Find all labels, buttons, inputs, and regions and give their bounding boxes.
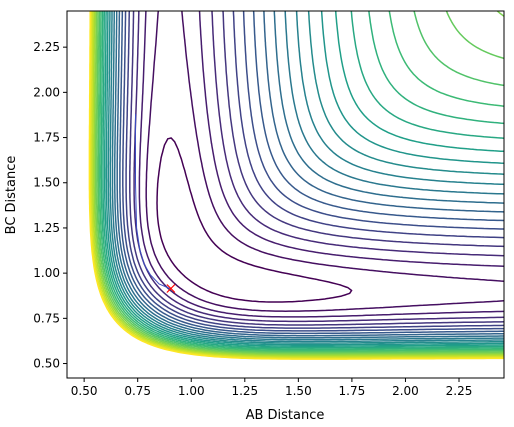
y-tick-label: 1.00 (33, 266, 60, 280)
x-tick-label: 1.75 (339, 384, 366, 398)
contour-level-line (145, 11, 504, 312)
contour-level-line (102, 11, 504, 349)
contour-level-line (90, 11, 504, 358)
y-tick-label: 2.00 (33, 85, 60, 99)
y-tick-label: 1.75 (33, 131, 60, 145)
contour-level-line (129, 11, 504, 326)
contour-level-line (156, 137, 353, 303)
x-axis-ticks: 0.50 0.75 1.00 1.25 1.50 1.75 2.00 2.25 (71, 378, 473, 398)
y-tick-label: 1.25 (33, 221, 60, 235)
contour-level-line (113, 11, 504, 339)
x-tick-label: 1.25 (231, 384, 258, 398)
contour-level-line (96, 11, 504, 354)
trajectory-line (135, 114, 170, 289)
x-tick-label: 0.50 (71, 384, 98, 398)
contour-level-line (92, 11, 504, 357)
x-tick-label: 1.00 (178, 384, 205, 398)
marker-stroke (166, 284, 176, 293)
contour-level-line (99, 11, 504, 352)
y-tick-label: 0.75 (33, 311, 60, 325)
contour-level-line (105, 11, 504, 346)
contour-level-line (97, 11, 504, 353)
x-axis-label: AB Distance (246, 408, 325, 423)
x-tick-label: 0.75 (124, 384, 151, 398)
contour-level-line (103, 11, 504, 347)
contour-level-line (116, 11, 504, 337)
contour-level-line (94, 11, 504, 355)
contour-level-line (111, 11, 504, 341)
y-axis-label: BC Distance (4, 156, 19, 235)
contour-level-line (88, 11, 504, 360)
trajectory-layer (135, 114, 176, 293)
transition-state-marker (166, 284, 176, 293)
y-tick-label: 2.25 (33, 40, 60, 54)
contour-level-line (89, 11, 504, 359)
contour-level-line (138, 11, 504, 318)
contour-level-line (122, 11, 504, 332)
contour-level-line (119, 11, 504, 335)
contour-level-line (100, 11, 504, 350)
plot-frame (66, 10, 505, 379)
contour-level-line (109, 11, 504, 343)
y-tick-label: 1.50 (33, 176, 60, 190)
y-axis-ticks: 0.50 0.75 1.00 1.25 1.50 1.75 2.00 2.25 (33, 40, 67, 371)
x-tick-label: 2.00 (392, 384, 419, 398)
contour-level-line (107, 11, 504, 344)
contour-lines (88, 11, 504, 360)
x-tick-label: 2.25 (446, 384, 473, 398)
x-tick-label: 1.50 (285, 384, 312, 398)
contour-level-line (93, 11, 504, 356)
contour-level-line (125, 11, 504, 329)
y-tick-label: 0.50 (33, 357, 60, 371)
